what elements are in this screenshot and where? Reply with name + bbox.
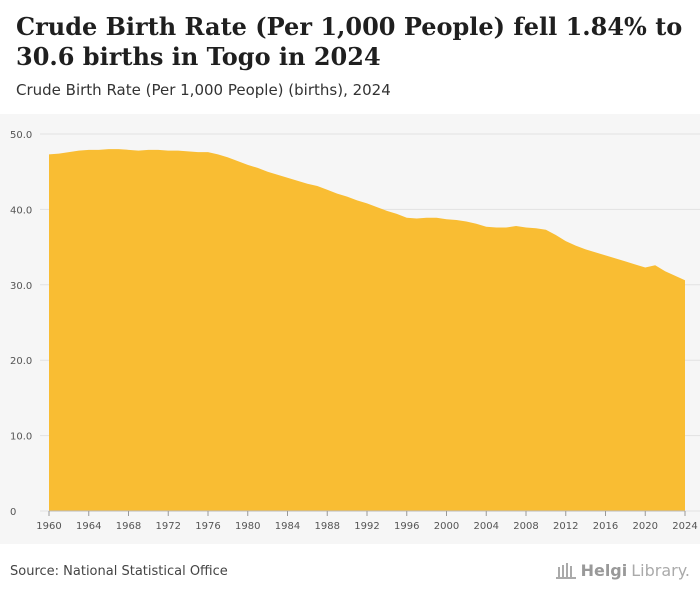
logo-suffix: Library. [631,561,690,580]
area-chart: 0 10.0 20.0 30.0 40.0 50.0 1960 1964 1968 1972 197… [10,130,700,532]
y-tick-label: 40.0 [10,205,32,216]
helgi-library-logo[interactable]: Helgi Library. [555,561,690,580]
chart-subtitle: Crude Birth Rate (Per 1,000 People) (bir… [16,81,391,99]
x-tick-label: 2012 [553,521,578,532]
birth-rate-area [49,149,685,511]
x-tick-label: 1976 [195,521,220,532]
x-tick-label: 1984 [275,521,300,532]
x-tick-label: 1960 [36,521,61,532]
x-tick-label: 2020 [633,521,658,532]
y-tick-label: 20.0 [10,356,32,367]
x-tick-label: 1988 [315,521,340,532]
x-tick-label: 2008 [513,521,538,532]
x-tick-label: 1992 [354,521,379,532]
library-building-icon [555,562,576,579]
x-tick-label: 1968 [116,521,141,532]
x-tick-label: 2000 [434,521,459,532]
y-tick-label: 0 [10,507,16,518]
x-tick-label: 1964 [76,521,101,532]
y-tick-label: 30.0 [10,281,32,292]
page-title: Crude Birth Rate (Per 1,000 People) fell… [16,12,683,71]
x-tick-label: 2016 [593,521,618,532]
x-tick-label: 2024 [672,521,697,532]
y-tick-label: 50.0 [10,130,32,141]
source-note: Source: National Statistical Office [10,564,228,579]
y-tick-label: 10.0 [10,432,32,443]
x-tick-label: 2004 [474,521,499,532]
logo-name: Helgi [580,561,628,580]
x-tick-label: 1996 [394,521,419,532]
x-tick-label: 1972 [156,521,181,532]
x-tick-label: 1980 [235,521,260,532]
